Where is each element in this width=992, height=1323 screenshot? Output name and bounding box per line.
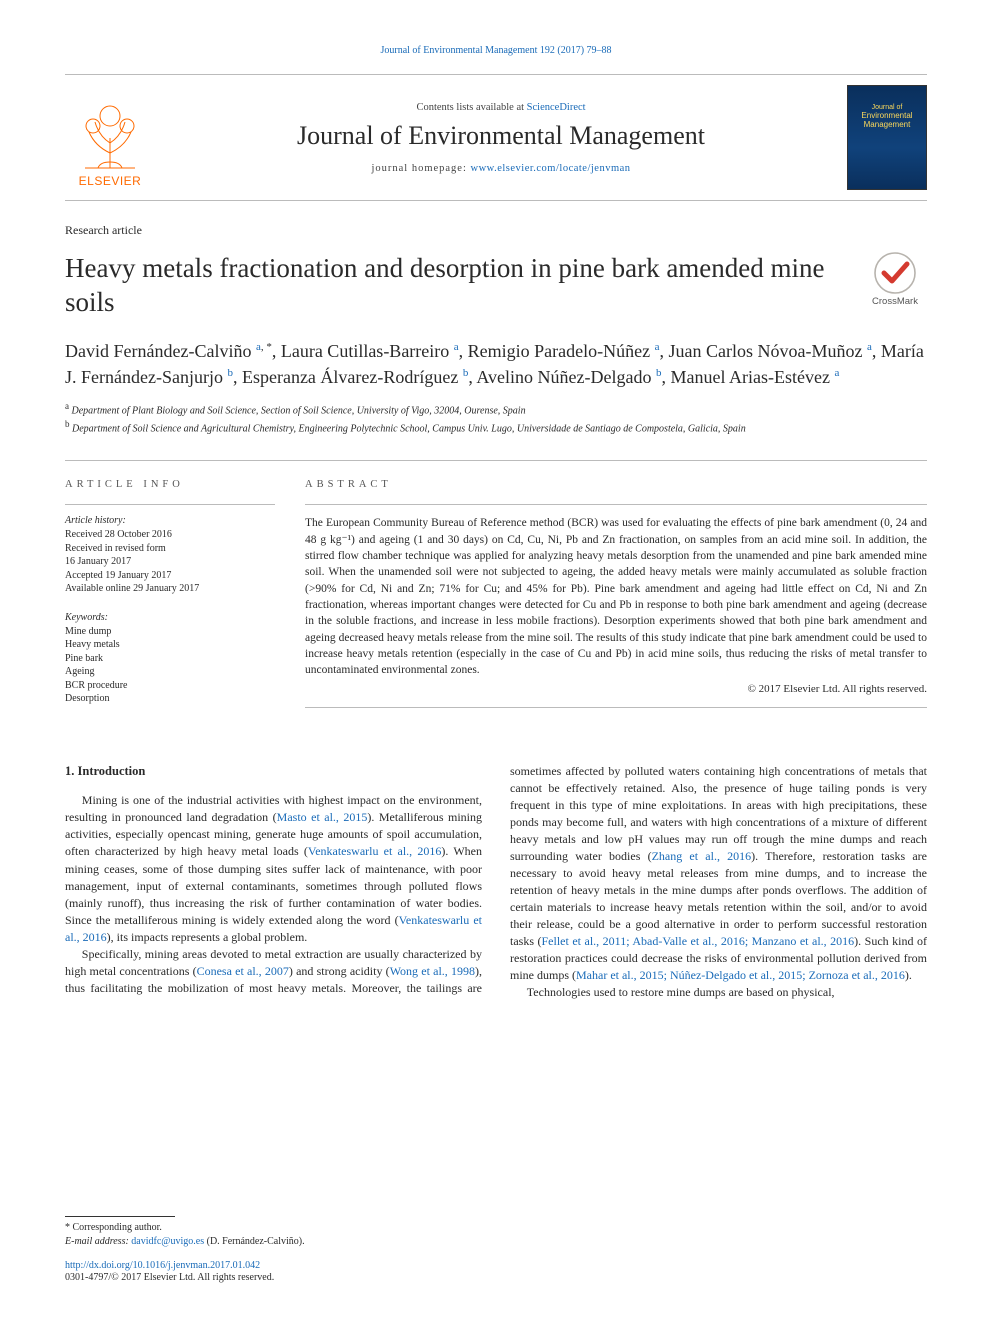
- homepage-line: journal homepage: www.elsevier.com/locat…: [173, 163, 829, 174]
- cover-line-1: Journal of: [872, 104, 903, 111]
- corresponding-author-note: * Corresponding author.: [65, 1221, 465, 1235]
- contents-line: Contents lists available at ScienceDirec…: [173, 102, 829, 113]
- article-title: Heavy metals fractionation and desorptio…: [65, 252, 843, 320]
- contents-prefix: Contents lists available at: [416, 102, 526, 113]
- cover-line-3: Management: [864, 120, 911, 129]
- article-info-column: ARTICLE INFO Article history: Received 2…: [65, 479, 275, 717]
- homepage-prefix: journal homepage:: [371, 163, 470, 174]
- abstract-head: ABSTRACT: [305, 479, 927, 490]
- email-person: (D. Fernández-Calviño).: [207, 1236, 305, 1247]
- history-lines: Received 28 October 2016Received in revi…: [65, 528, 275, 596]
- elsevier-logo: ELSEVIER: [65, 88, 155, 188]
- keywords-label: Keywords:: [65, 612, 275, 623]
- journal-cover-thumb: Journal of Environmental Management: [847, 85, 927, 190]
- abstract-copyright: © 2017 Elsevier Ltd. All rights reserved…: [305, 683, 927, 695]
- rule: [305, 504, 927, 505]
- elsevier-tree-icon: [75, 98, 145, 172]
- elsevier-word: ELSEVIER: [79, 174, 142, 188]
- issn-line: 0301-4797/© 2017 Elsevier Ltd. All right…: [65, 1272, 465, 1283]
- author-list: David Fernández-Calviño a, *, Laura Cuti…: [65, 338, 927, 390]
- cover-line-2: Environmental: [861, 111, 912, 120]
- affiliations: a Department of Plant Biology and Soil S…: [65, 400, 927, 437]
- author-email-link[interactable]: davidfc@uvigo.es: [131, 1236, 204, 1247]
- sciencedirect-link[interactable]: ScienceDirect: [527, 102, 586, 113]
- doi-link[interactable]: http://dx.doi.org/10.1016/j.jenvman.2017…: [65, 1260, 260, 1271]
- header-band: ELSEVIER Contents lists available at Sci…: [65, 74, 927, 201]
- footnote-block: * Corresponding author. E-mail address: …: [65, 1216, 465, 1283]
- intro-para-1: Mining is one of the industrial activiti…: [65, 792, 482, 945]
- abstract-column: ABSTRACT The European Community Bureau o…: [305, 479, 927, 717]
- footnote-rule: [65, 1216, 175, 1217]
- journal-name: Journal of Environmental Management: [173, 121, 829, 151]
- journal-issue-link[interactable]: Journal of Environmental Management 192 …: [65, 45, 927, 56]
- header-center: Contents lists available at ScienceDirec…: [173, 102, 829, 174]
- crossmark-icon: [874, 252, 916, 294]
- article-type: Research article: [65, 223, 927, 238]
- keywords-lines: Mine dumpHeavy metalsPine barkAgeingBCR …: [65, 625, 275, 706]
- article-info-head: ARTICLE INFO: [65, 479, 275, 490]
- body-text: 1. Introduction Mining is one of the ind…: [65, 763, 927, 1001]
- rule: [305, 707, 927, 708]
- crossmark-badge[interactable]: CrossMark: [863, 252, 927, 307]
- history-label: Article history:: [65, 515, 275, 526]
- email-line: E-mail address: davidfc@uvigo.es (D. Fer…: [65, 1235, 465, 1249]
- abstract-text: The European Community Bureau of Referen…: [305, 515, 927, 678]
- intro-heading: 1. Introduction: [65, 763, 482, 781]
- intro-para-3: Technologies used to restore mine dumps …: [510, 984, 927, 1001]
- rule: [65, 504, 275, 505]
- email-label: E-mail address:: [65, 1236, 129, 1247]
- homepage-link[interactable]: www.elsevier.com/locate/jenvman: [471, 163, 631, 174]
- crossmark-label: CrossMark: [872, 296, 918, 307]
